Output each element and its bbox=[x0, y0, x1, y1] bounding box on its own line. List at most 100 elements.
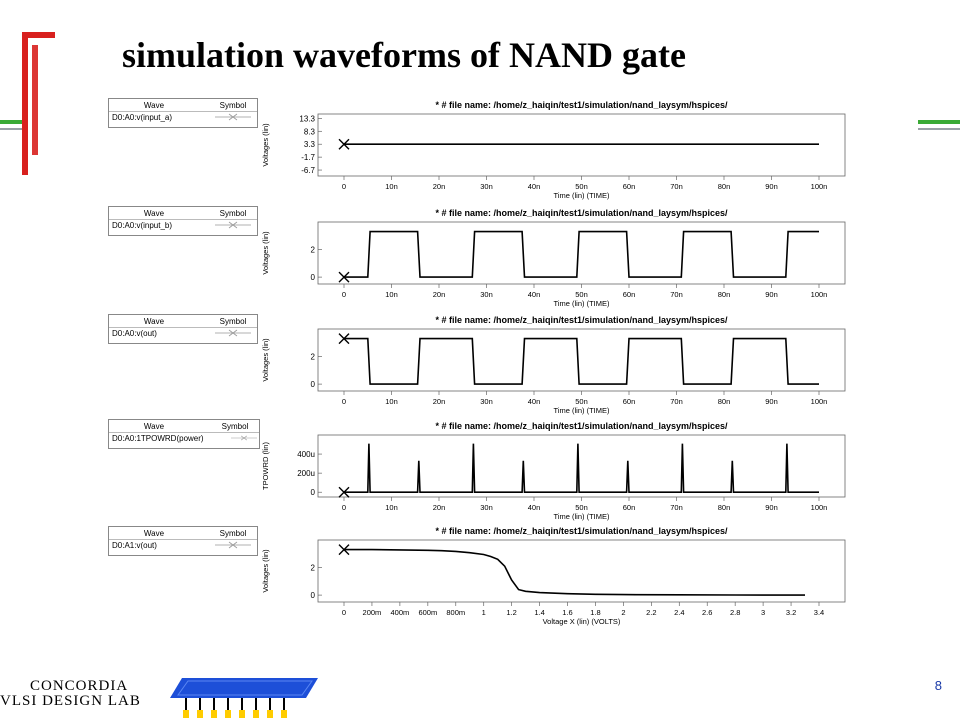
x-tick-label: 10n bbox=[385, 290, 398, 299]
red-corner-bar-vertical bbox=[22, 32, 28, 175]
x-axis-label: Time (lin) (TIME) bbox=[554, 406, 610, 415]
legend-symbol-header: Symbol bbox=[219, 529, 247, 538]
x-tick-label: 0 bbox=[342, 290, 346, 299]
x-tick-label: 50n bbox=[575, 290, 588, 299]
legend-box-2: Wave Symbol D0:A0:v(input_b) bbox=[108, 206, 258, 236]
x-tick-label: 3 bbox=[761, 608, 765, 617]
x-tick-label: 10n bbox=[385, 397, 398, 406]
y-tick-label: 2 bbox=[311, 353, 316, 362]
legend-box-5: Wave Symbol D0:A1:v(out) bbox=[108, 526, 258, 556]
footer-logo-line1: CONCORDIA bbox=[30, 678, 129, 694]
x-tick-label: 1 bbox=[482, 608, 486, 617]
x-tick-label: 90n bbox=[765, 397, 778, 406]
series-start-marker bbox=[338, 333, 350, 345]
legend-divider bbox=[109, 432, 259, 433]
x-tick-label: 60n bbox=[623, 290, 636, 299]
y-tick-label: 400u bbox=[297, 450, 315, 459]
x-tick-label: 80n bbox=[718, 397, 731, 406]
y-tick-label: -1.7 bbox=[301, 153, 315, 162]
chart-title: * # file name: /home/z_haiqin/test1/simu… bbox=[435, 421, 728, 431]
x-tick-label: 10n bbox=[385, 182, 398, 191]
x-tick-label: 90n bbox=[765, 290, 778, 299]
legend-entry: D0:A0:v(input_b) bbox=[112, 221, 173, 230]
x-tick-label: 100n bbox=[811, 503, 828, 512]
x-tick-label: 40n bbox=[528, 397, 541, 406]
legend-symbol-header: Symbol bbox=[219, 209, 247, 218]
legend-wave-header: Wave bbox=[143, 529, 165, 538]
x-tick-label: 2.8 bbox=[730, 608, 740, 617]
legend-divider bbox=[109, 327, 257, 328]
waveform-plot-input-b: * # file name: /home/z_haiqin/test1/simu… bbox=[261, 208, 846, 308]
legend-box-1: Wave Symbol D0:A0:v(input_a) bbox=[108, 98, 258, 128]
footer-logo: CONCORDIA VLSI DESIGN LAB bbox=[0, 679, 141, 709]
y-tick-label: 0 bbox=[311, 591, 316, 600]
legend-symbol-header: Symbol bbox=[219, 101, 247, 110]
x-tick-label: 100n bbox=[811, 397, 828, 406]
x-tick-label: 60n bbox=[623, 182, 636, 191]
legend-x-symbol-icon bbox=[215, 541, 251, 549]
x-tick-label: 70n bbox=[670, 182, 683, 191]
legend-wave-header: Wave bbox=[143, 317, 165, 326]
chart-title: * # file name: /home/z_haiqin/test1/simu… bbox=[435, 208, 728, 218]
x-tick-label: 0 bbox=[342, 182, 346, 191]
legend-entry: D0:A1:v(out) bbox=[112, 541, 157, 550]
plot-frame bbox=[317, 539, 846, 603]
green-rule-left bbox=[0, 120, 22, 124]
legend-x-symbol-icon bbox=[231, 435, 257, 441]
x-axis-label: Voltage X (lin) (VOLTS) bbox=[543, 617, 621, 626]
legend-entry: D0:A0:v(input_a) bbox=[112, 113, 173, 122]
x-tick-label: 1.2 bbox=[506, 608, 516, 617]
x-tick-label: 60n bbox=[623, 503, 636, 512]
plot-frame bbox=[317, 434, 846, 498]
x-tick-label: 200m bbox=[363, 608, 382, 617]
gray-rule-right bbox=[918, 128, 960, 130]
legend-wave-header: Wave bbox=[143, 209, 165, 218]
series-start-marker bbox=[338, 486, 350, 498]
x-tick-label: 60n bbox=[623, 397, 636, 406]
y-tick-label: 200u bbox=[297, 469, 315, 478]
x-axis-label: Time (lin) (TIME) bbox=[554, 191, 610, 200]
x-tick-label: 30n bbox=[480, 397, 493, 406]
x-tick-label: 40n bbox=[528, 182, 541, 191]
chart-title: * # file name: /home/z_haiqin/test1/simu… bbox=[435, 315, 728, 325]
x-tick-label: 40n bbox=[528, 503, 541, 512]
waveform-plot-power: * # file name: /home/z_haiqin/test1/simu… bbox=[261, 421, 846, 521]
x-tick-label: 0 bbox=[342, 397, 346, 406]
y-tick-label: 13.3 bbox=[299, 114, 315, 123]
y-tick-label: -6.7 bbox=[301, 166, 315, 175]
x-tick-label: 80n bbox=[718, 182, 731, 191]
x-tick-label: 50n bbox=[575, 182, 588, 191]
x-tick-label: 20n bbox=[433, 397, 446, 406]
x-tick-label: 20n bbox=[433, 290, 446, 299]
x-tick-label: 2.2 bbox=[646, 608, 656, 617]
x-axis-label: Time (lin) (TIME) bbox=[554, 299, 610, 308]
x-tick-label: 800m bbox=[446, 608, 465, 617]
x-tick-label: 2.6 bbox=[702, 608, 712, 617]
x-tick-label: 3.2 bbox=[786, 608, 796, 617]
x-tick-label: 0 bbox=[342, 608, 346, 617]
x-tick-label: 30n bbox=[480, 503, 493, 512]
footer-logo-line2: VLSI DESIGN LAB bbox=[0, 693, 141, 709]
series-line bbox=[344, 548, 806, 596]
legend-box-3: Wave Symbol D0:A0:v(out) bbox=[108, 314, 258, 344]
x-tick-label: 20n bbox=[433, 503, 446, 512]
x-tick-label: 100n bbox=[811, 182, 828, 191]
legend-divider bbox=[109, 539, 257, 540]
x-tick-label: 2.4 bbox=[674, 608, 684, 617]
x-tick-label: 20n bbox=[433, 182, 446, 191]
x-tick-label: 600m bbox=[418, 608, 437, 617]
y-axis-label: Voltages (lin) bbox=[261, 123, 270, 167]
legend-box-4: Wave Symbol D0:A0:1TPOWRD(power) bbox=[108, 419, 260, 449]
legend-wave-header: Wave bbox=[143, 422, 165, 431]
x-tick-label: 1.4 bbox=[534, 608, 544, 617]
chart-title: * # file name: /home/z_haiqin/test1/simu… bbox=[435, 526, 728, 536]
x-tick-label: 90n bbox=[765, 503, 778, 512]
page-title: simulation waveforms of NAND gate bbox=[122, 35, 686, 75]
x-tick-label: 30n bbox=[480, 290, 493, 299]
legend-wave-header: Wave bbox=[143, 101, 165, 110]
x-tick-label: 90n bbox=[765, 182, 778, 191]
y-axis-label: Voltages (lin) bbox=[261, 231, 270, 275]
legend-x-symbol-icon bbox=[215, 329, 251, 337]
x-tick-label: 70n bbox=[670, 290, 683, 299]
y-tick-label: 0 bbox=[311, 380, 316, 389]
